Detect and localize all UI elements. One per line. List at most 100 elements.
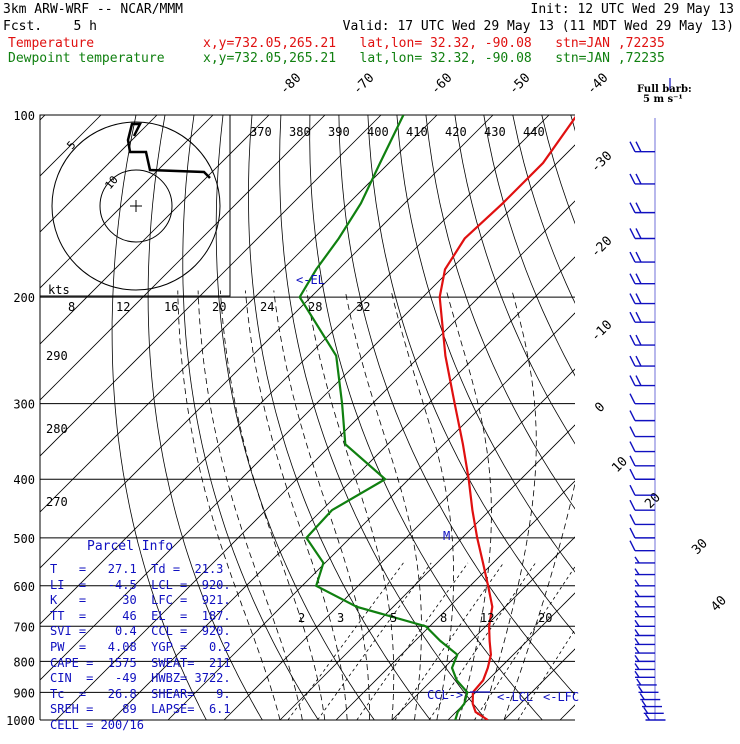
temperature-legend-info: x,y=732.05,265.21 lat,lon= 32.32, -90.08…: [203, 36, 665, 51]
parcel-info-row: CELL = 200/16: [50, 718, 144, 732]
dry-adiabat: [147, 115, 263, 720]
moist-adiabat: [503, 481, 575, 720]
mixing-ratio-label: 28: [308, 300, 322, 314]
dry-adiabat: [425, 115, 575, 510]
wind-barb: [634, 590, 655, 598]
wind-barb: [634, 663, 655, 671]
parcel-info-row: SVI = 0.4 CCL = 920.: [50, 624, 231, 639]
forecast-hour: Fcst. 5 h: [3, 19, 97, 34]
m-label: M: [443, 529, 450, 543]
dry-adiabat: [570, 115, 575, 132]
wind-barb: [629, 393, 655, 405]
wind-barb: [634, 629, 655, 637]
moist-adiabat: [445, 290, 492, 720]
mixing-ratio-label: 8: [440, 611, 447, 625]
el-label: <-EL: [296, 273, 325, 287]
isotherm-label: 10: [609, 454, 631, 476]
isotherm-line: [40, 115, 326, 401]
wind-barb: [629, 426, 655, 438]
dry-adiabat: [182, 115, 319, 720]
pressure-label: 300: [13, 398, 35, 412]
dry-adiabat: [111, 115, 207, 720]
theta-label: 380: [289, 125, 311, 139]
pressure-label: 500: [13, 532, 35, 546]
barb-legend-label: Full barb:: [637, 84, 692, 95]
moist-adiabat: [197, 290, 303, 720]
dewpoint-legend-info: x,y=732.05,265.21 lat,lon= 32.32, -90.08…: [203, 51, 665, 66]
isotherm-line: [40, 115, 382, 457]
mixing-ratio-line: [356, 562, 469, 720]
isotherm-label: 30: [689, 536, 711, 558]
dry-adiabat-label: 270: [46, 495, 68, 509]
parcel-info-panel: Parcel Info T = 27.1 Td = 21.3 LI = -4.5 …: [40, 537, 231, 732]
isotherm-line: [40, 115, 270, 345]
dry-adiabat: [367, 115, 575, 635]
wind-barb: [629, 527, 655, 539]
parcel-info-row: CIN = -49 HWBZ= 3722.: [50, 671, 231, 686]
wind-barb: [629, 468, 655, 480]
isotherm-line: [40, 115, 494, 569]
wind-barb: [629, 334, 655, 346]
hodograph-ring-outer: [51, 121, 221, 291]
isotherm-label: -40: [584, 71, 611, 98]
wind-barb: [629, 228, 655, 240]
isotherm-label: -20: [588, 234, 615, 261]
moist-adiabat: [344, 290, 422, 720]
isotherm-label: 40: [708, 593, 730, 615]
mixing-ratio-label: 3: [337, 611, 344, 625]
parcel-info-row: LI = -4.5 LCL = 920.: [50, 577, 231, 592]
dry-adiabat-label: 280: [46, 422, 68, 436]
wind-barb: [634, 556, 655, 564]
profile-lines: [298, 115, 575, 720]
isotherm-line: [40, 115, 214, 289]
isotherm-line: [40, 144, 575, 681]
isotherm-label: -80: [277, 71, 304, 98]
wind-barb: [629, 311, 655, 323]
moist-adiabat: [245, 290, 348, 720]
dry-adiabat: [483, 115, 575, 377]
moist-adiabat: [306, 290, 395, 720]
isotherm-line: [616, 115, 740, 720]
model-title: 3km ARW-WRF -- NCAR/MMM: [3, 2, 184, 17]
valid-time: Valid: 17 UTC Wed 29 May 13 (11 MDT Wed …: [342, 19, 734, 34]
wind-barb: [629, 410, 655, 422]
wind-barb: [629, 251, 655, 263]
wind-barb: [634, 579, 655, 587]
hodograph-trace: [126, 122, 211, 179]
wind-barb: [634, 600, 655, 608]
dry-adiabat: [716, 115, 740, 733]
hodograph-units-label: kts: [48, 283, 70, 297]
pressure-label: 400: [13, 473, 35, 487]
isotherm-label: 20: [642, 490, 664, 512]
init-time: Init: 12 UTC Wed 29 May 13: [530, 2, 735, 17]
theta-label: 370: [250, 125, 272, 139]
wind-barb: [637, 685, 659, 694]
isotherm-line: [335, 480, 575, 720]
wind-barb: [629, 375, 655, 387]
mixing-ratio-label: 12: [480, 611, 494, 625]
parcel-info-row: CAPE = 1575 SWEAT= 211: [50, 655, 231, 670]
theta-label: 420: [445, 125, 467, 139]
moist-adiabat: [390, 290, 455, 720]
mixing-ratio-label: 16: [164, 300, 178, 314]
isotherm-label: 0: [592, 400, 608, 416]
parcel-info-row: TT = 46 EL = 187.: [50, 608, 231, 623]
mixing-ratio-line: [428, 562, 536, 720]
theta-label: 400: [367, 125, 389, 139]
pressure-label: 1000: [6, 714, 35, 728]
hodograph-ring-inner: [99, 169, 173, 243]
hodograph-ring-label: 10: [102, 173, 120, 192]
wind-barb: [634, 638, 655, 646]
wind-barb: [629, 141, 655, 153]
dry-adiabat: [338, 115, 575, 696]
dry-adiabat: [396, 115, 575, 573]
mixing-ratio-line: [287, 562, 404, 720]
parcel-info-row: T = 27.1 Td = 21.3: [50, 562, 224, 576]
parcel-info-row: K = 30 LFC = 921.: [50, 593, 231, 608]
isotherm-line: [40, 115, 158, 233]
isotherm-line: [672, 115, 740, 720]
isotherm-line: [391, 536, 575, 720]
mixing-ratio-line: [474, 566, 575, 720]
wind-barb: [644, 713, 666, 721]
